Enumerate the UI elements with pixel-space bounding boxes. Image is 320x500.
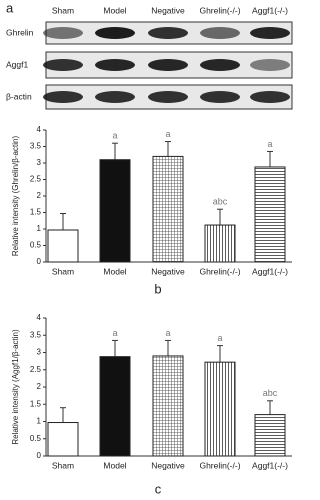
bar — [152, 355, 184, 457]
y-tick-label: 2 — [37, 382, 42, 391]
x-tick-label: Model — [103, 266, 126, 276]
blot-band — [200, 27, 240, 39]
y-tick-label: 4 — [37, 313, 42, 322]
lane-label: Model — [103, 5, 126, 15]
annotation: a — [112, 131, 117, 141]
x-tick-label: Aggf1(-/-) — [252, 266, 288, 276]
panel-label: c — [155, 481, 162, 496]
y-tick-label: 2.5 — [30, 175, 42, 184]
annotation: a — [165, 328, 170, 338]
blot-band — [43, 59, 83, 71]
x-tick-label: Model — [103, 460, 126, 470]
y-tick-label: 3 — [37, 348, 42, 357]
blot-band — [200, 91, 240, 103]
y-tick-label: 0.5 — [30, 241, 42, 250]
y-axis-label: Relative intensity (Aggf1/β-actin) — [11, 329, 20, 445]
annotation: a — [217, 333, 222, 343]
figure: a Sham Model Negative Ghrelin(-/-) Aggf1(-/-… — [6, 0, 293, 496]
x-tick-label: Aggf1(-/-) — [252, 460, 288, 470]
blot-band — [43, 91, 83, 103]
y-tick-label: 3.5 — [30, 330, 42, 339]
y-tick-label: 1.5 — [30, 399, 42, 408]
blot-band — [250, 27, 290, 39]
y-tick-label: 2 — [37, 191, 42, 200]
y-tick-label: 2.5 — [30, 365, 42, 374]
y-tick-label: 3 — [37, 158, 42, 167]
bar — [47, 422, 79, 457]
x-tick-label: Ghrelin(-/-) — [199, 266, 240, 276]
lane-label: Ghrelin(-/-) — [199, 5, 240, 15]
blot-band — [43, 27, 83, 39]
x-tick-label: Negative — [151, 266, 185, 276]
blot-band — [250, 59, 290, 71]
blot-band — [95, 91, 135, 103]
panel-label: a — [6, 0, 14, 15]
blot-band — [148, 27, 188, 39]
bar — [47, 229, 79, 263]
blot-band — [95, 27, 135, 39]
y-tick-label: 1.5 — [30, 208, 42, 217]
y-tick-label: 0 — [37, 451, 42, 460]
blot-band — [200, 59, 240, 71]
bar — [254, 166, 286, 263]
blot-band — [95, 59, 135, 71]
panel-label: b — [154, 281, 161, 296]
annotation: a — [165, 129, 170, 139]
lane-label: Negative — [151, 5, 185, 15]
blot-band — [148, 59, 188, 71]
bar — [99, 159, 131, 263]
y-tick-label: 0.5 — [30, 434, 42, 443]
bar — [204, 224, 236, 263]
lane-label: Aggf1(-/-) — [252, 5, 288, 15]
y-tick-label: 1 — [37, 417, 42, 426]
x-tick-label: Negative — [151, 460, 185, 470]
x-tick-label: Sham — [52, 460, 74, 470]
bar — [204, 361, 236, 457]
bar — [152, 155, 184, 263]
bar — [254, 414, 286, 457]
bar — [99, 356, 131, 457]
row-label: β-actin — [6, 91, 32, 101]
annotation: a — [267, 139, 272, 149]
x-tick-label: Sham — [52, 266, 74, 276]
y-tick-label: 3.5 — [30, 142, 42, 151]
y-tick-label: 4 — [37, 125, 42, 134]
row-label: Ghrelin — [6, 27, 34, 37]
annotation: abc — [263, 388, 278, 398]
y-axis-label: Relative intensity (Ghrelin/β-actin) — [11, 136, 20, 257]
blot-band — [250, 91, 290, 103]
annotation: a — [112, 328, 117, 338]
x-tick-label: Ghrelin(-/-) — [199, 460, 240, 470]
y-tick-label: 0 — [37, 257, 42, 266]
annotation: abc — [213, 197, 228, 207]
blot-band — [148, 91, 188, 103]
row-label: Aggf1 — [6, 59, 28, 69]
lane-label: Sham — [52, 5, 74, 15]
y-tick-label: 1 — [37, 224, 42, 233]
